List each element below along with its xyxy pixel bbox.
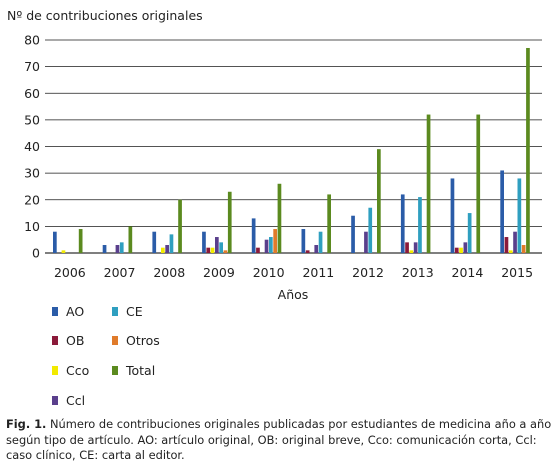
x-tick-labels: 2006 2007 2008 2009 2010 2011 2012 2013 2014 2015 <box>54 265 533 280</box>
bar-total-2007 <box>128 226 133 254</box>
x-tick-label: 2006 <box>54 265 86 280</box>
bar-ce-2007 <box>119 242 124 253</box>
bar-otros-2009 <box>223 250 228 253</box>
bar-ccl-2012 <box>364 231 368 253</box>
bar-ccl-2015 <box>513 231 517 253</box>
legend-swatch-ccl <box>52 396 58 405</box>
bar-cco-2006 <box>61 250 66 253</box>
y-tick-label: 0 <box>32 246 40 261</box>
bar-ao-2006 <box>53 231 57 253</box>
bar-ob-2009 <box>206 247 211 253</box>
x-tick-label: 2010 <box>253 265 285 280</box>
y-tick-label: 10 <box>24 219 40 234</box>
x-tick-label: 2013 <box>402 265 434 280</box>
legend-label-ce: CE <box>126 304 143 319</box>
bar-total-2008 <box>178 199 182 253</box>
bar-ccl-2008 <box>165 245 169 253</box>
legend-swatch-ob <box>52 336 58 345</box>
y-tick-label: 60 <box>24 86 40 101</box>
bar-ao-2011 <box>301 229 306 253</box>
legend-label-total: Total <box>125 363 155 378</box>
bar-ao-2014 <box>450 178 455 253</box>
bar-cco-2009 <box>210 247 215 253</box>
y-tick-label: 20 <box>24 192 40 207</box>
bar-ao-2012 <box>351 215 355 253</box>
legend-swatch-ce <box>112 307 118 316</box>
legend-swatch-otros <box>112 336 118 345</box>
legend-label-otros: Otros <box>126 333 160 348</box>
legend-swatch-ao <box>52 307 58 316</box>
bar-ce-2011 <box>318 231 323 253</box>
bar-total-2014 <box>476 114 481 253</box>
bar-cco-2008 <box>161 247 165 253</box>
y-axis-label: Nº de contribuciones originales <box>7 8 203 23</box>
bar-ccl-2013 <box>413 242 418 253</box>
legend: AO CE OB Otros Cco Total Ccl <box>52 304 160 408</box>
bar-ao-2007 <box>102 245 107 253</box>
bar-ce-2014 <box>467 213 472 253</box>
x-tick-label: 2014 <box>452 265 484 280</box>
x-tick-label: 2012 <box>352 265 384 280</box>
legend-label-ao: AO <box>66 304 84 319</box>
bar-ccl-2014 <box>463 242 468 253</box>
bar-ob-2011 <box>305 250 310 253</box>
bar-total-2010 <box>277 183 282 253</box>
bar-total-2009 <box>227 191 232 253</box>
legend-swatch-cco <box>52 366 58 375</box>
bar-ccl-2011 <box>314 245 319 253</box>
x-tick-label: 2008 <box>153 265 185 280</box>
bar-total-2015 <box>526 47 530 253</box>
bar-ob-2013 <box>405 242 409 253</box>
bar-chart: Nº de contribuciones originales 0 10 20 30 4… <box>7 8 542 408</box>
bar-ccl-2007 <box>115 245 120 253</box>
bar-ao-2009 <box>202 231 206 253</box>
bar-total-2011 <box>327 194 331 253</box>
bar-ob-2010 <box>256 247 260 253</box>
bar-total-2012 <box>377 149 381 253</box>
bar-ce-2015 <box>517 178 522 253</box>
y-tick-label: 70 <box>24 59 40 74</box>
bar-ce-2012 <box>368 207 373 253</box>
bar-total-2013 <box>426 114 431 253</box>
bar-ccl-2009 <box>215 237 219 253</box>
bar-ao-2010 <box>251 218 256 253</box>
x-tick-label: 2007 <box>104 265 136 280</box>
bar-ccl-2010 <box>264 239 269 253</box>
bar-ce-2008 <box>169 234 174 253</box>
bar-ao-2015 <box>500 170 504 253</box>
legend-swatch-total <box>112 366 118 375</box>
bar-ce-2010 <box>269 237 273 253</box>
figure-caption: Fig. 1. Número de contribuciones origina… <box>6 417 552 464</box>
bar-cco-2015 <box>508 250 513 253</box>
bar-ob-2014 <box>454 247 459 253</box>
bar-otros-2015 <box>521 245 526 253</box>
bar-ob-2015 <box>504 237 509 253</box>
legend-label-ccl: Ccl <box>66 393 85 408</box>
legend-label-ob: OB <box>66 333 84 348</box>
caption-lead: Fig. 1. <box>6 417 47 431</box>
legend-label-cco: Cco <box>66 363 89 378</box>
x-tick-label: 2011 <box>302 265 334 280</box>
x-axis-label: Años <box>278 287 309 302</box>
bar-ao-2008 <box>152 231 157 253</box>
bars <box>53 47 530 254</box>
bar-otros-2010 <box>273 229 277 253</box>
gridlines <box>45 39 542 254</box>
bar-total-2006 <box>78 229 83 253</box>
y-tick-label: 40 <box>24 139 40 154</box>
y-tick-labels: 0 10 20 30 40 50 60 70 80 <box>24 33 40 261</box>
bar-ao-2013 <box>400 194 405 253</box>
caption-text: Número de contribuciones originales publ… <box>6 417 552 462</box>
y-tick-label: 80 <box>24 33 40 48</box>
bar-cco-2014 <box>459 247 463 253</box>
bar-cco-2013 <box>409 250 414 253</box>
y-tick-label: 30 <box>24 166 40 181</box>
x-tick-label: 2015 <box>501 265 533 280</box>
bar-ce-2009 <box>219 242 223 253</box>
x-tick-label: 2009 <box>203 265 235 280</box>
y-tick-label: 50 <box>24 112 40 127</box>
bar-ce-2013 <box>418 197 422 253</box>
